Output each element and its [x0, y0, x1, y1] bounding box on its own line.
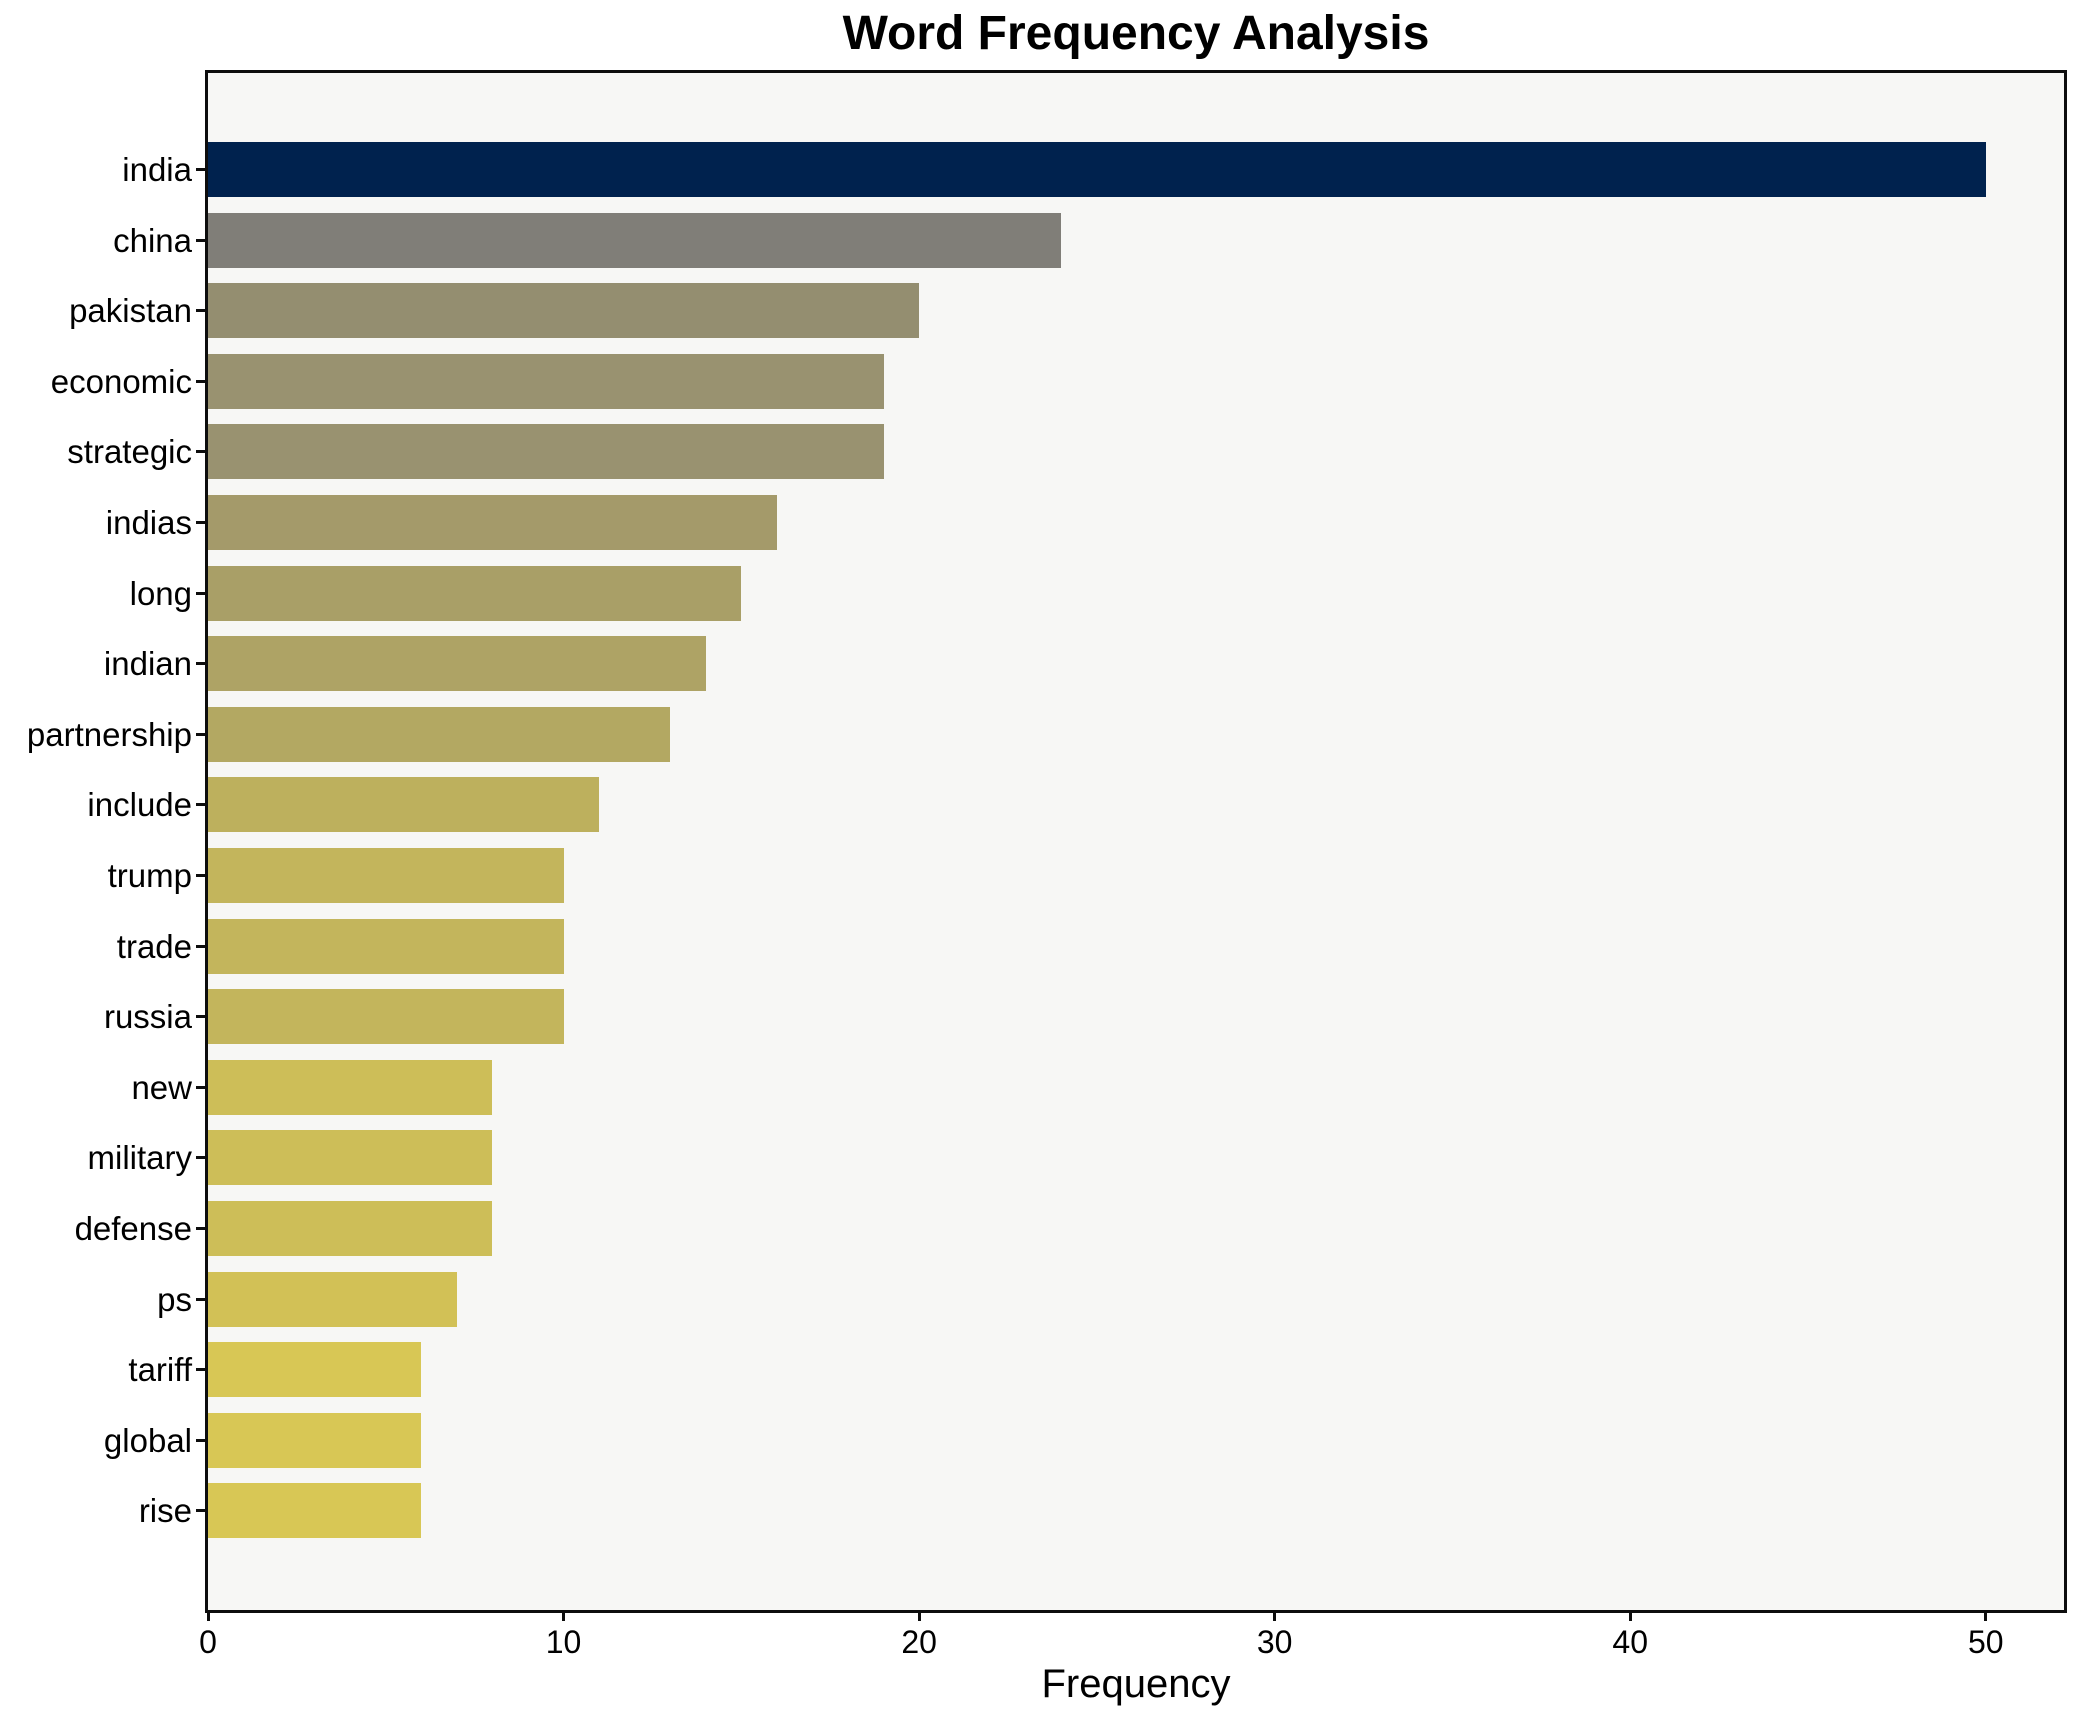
- bar-new: [208, 1059, 493, 1115]
- bar-military: [208, 1130, 493, 1186]
- bar-global: [208, 1412, 422, 1468]
- bar-include: [208, 777, 600, 833]
- y-tick-label-include: include: [87, 786, 192, 824]
- x-tick-mark-10: [562, 1610, 566, 1621]
- y-tick-label-global: global: [103, 1421, 192, 1459]
- y-tick-label-partnership: partnership: [26, 715, 192, 753]
- x-tick-mark-50: [1984, 1610, 1988, 1621]
- y-tick-mark-indian: [196, 662, 205, 666]
- y-tick-label-new: new: [131, 1068, 192, 1106]
- bar-russia: [208, 989, 564, 1045]
- y-tick-label-ps: ps: [157, 1280, 192, 1318]
- bar-trade: [208, 918, 564, 974]
- x-tick-label-50: 50: [1967, 1624, 2004, 1660]
- y-tick-label-trade: trade: [116, 927, 192, 965]
- y-tick-label-russia: russia: [103, 998, 192, 1036]
- bar-indian: [208, 636, 706, 692]
- y-tick-mark-global: [196, 1438, 205, 1442]
- y-tick-mark-ps: [196, 1297, 205, 1301]
- y-tick-mark-trump: [196, 874, 205, 877]
- y-tick-mark-new: [196, 1085, 205, 1089]
- y-tick-label-indian: indian: [103, 645, 192, 683]
- x-tick-mark-30: [1273, 1610, 1277, 1621]
- x-tick-label-40: 40: [1612, 1624, 1649, 1660]
- y-tick-mark-indias: [196, 521, 205, 524]
- bar-partnership: [208, 706, 671, 762]
- bar-strategic: [208, 424, 884, 480]
- bar-trump: [208, 848, 564, 903]
- y-tick-mark-include: [196, 803, 205, 807]
- y-tick-label-indias: indias: [105, 504, 192, 541]
- x-axis-label: Frequency: [1041, 1662, 1231, 1706]
- y-tick-label-defense: defense: [74, 1210, 192, 1247]
- x-tick-mark-40: [1628, 1610, 1632, 1621]
- x-tick-label-30: 30: [1256, 1624, 1293, 1660]
- y-tick-mark-china: [196, 238, 205, 242]
- bar-long: [208, 565, 742, 621]
- bar-defense: [208, 1201, 493, 1256]
- y-tick-mark-defense: [196, 1227, 205, 1230]
- y-tick-mark-economic: [196, 379, 205, 383]
- y-tick-label-strategic: strategic: [67, 433, 192, 471]
- x-tick-label-0: 0: [199, 1624, 217, 1660]
- bar-india: [208, 142, 1986, 197]
- bar-indias: [208, 495, 777, 550]
- x-tick-label-10: 10: [545, 1624, 582, 1660]
- y-tick-mark-long: [196, 591, 205, 595]
- chart-title: Word Frequency Analysis: [842, 7, 1430, 60]
- bar-tariff: [208, 1342, 422, 1398]
- y-tick-mark-russia: [196, 1015, 205, 1019]
- y-tick-mark-tariff: [196, 1368, 205, 1372]
- y-tick-label-long: long: [129, 574, 192, 612]
- y-tick-label-trump: trump: [107, 857, 192, 894]
- bar-china: [208, 212, 1062, 268]
- y-tick-label-china: china: [113, 221, 192, 259]
- bar-pakistan: [208, 283, 920, 339]
- y-tick-label-rise: rise: [138, 1492, 192, 1530]
- y-tick-label-india: india: [122, 151, 192, 188]
- y-tick-mark-trade: [196, 944, 205, 948]
- y-tick-mark-rise: [196, 1509, 205, 1513]
- bar-ps: [208, 1271, 457, 1327]
- y-tick-label-military: military: [87, 1139, 193, 1177]
- y-tick-mark-military: [196, 1156, 205, 1160]
- y-tick-label-pakistan: pakistan: [69, 292, 192, 330]
- y-tick-mark-strategic: [196, 450, 205, 454]
- bar-economic: [208, 353, 884, 409]
- y-tick-mark-partnership: [196, 732, 205, 736]
- x-tick-mark-20: [917, 1610, 921, 1621]
- y-tick-mark-india: [196, 168, 205, 171]
- x-tick-mark-0: [206, 1610, 210, 1621]
- bar-rise: [208, 1483, 422, 1539]
- x-tick-label-20: 20: [901, 1624, 937, 1660]
- y-tick-mark-pakistan: [196, 309, 205, 313]
- y-tick-label-economic: economic: [50, 362, 192, 400]
- y-tick-label-tariff: tariff: [128, 1351, 192, 1389]
